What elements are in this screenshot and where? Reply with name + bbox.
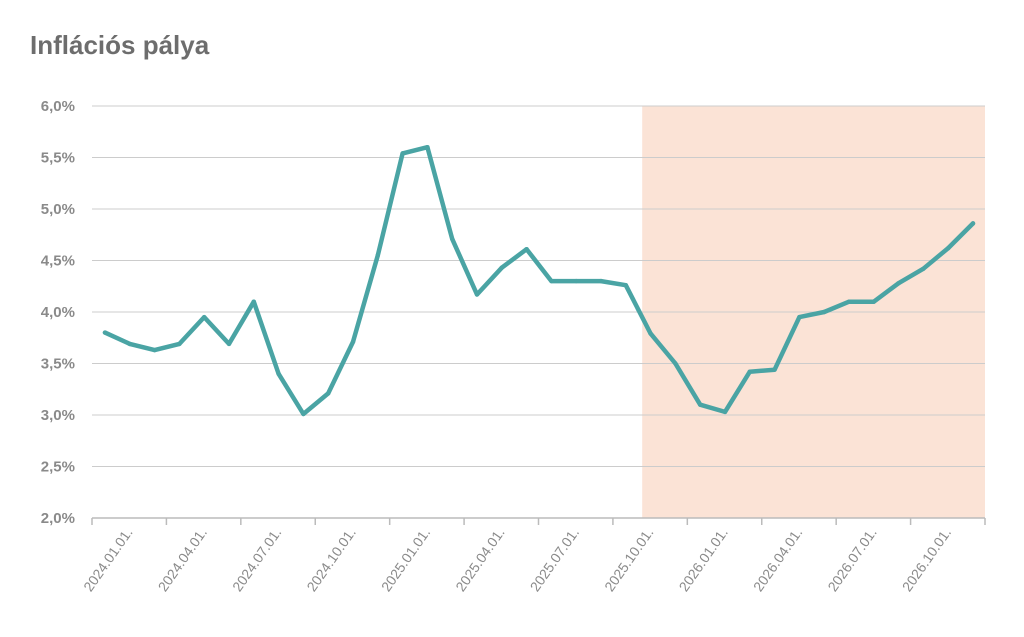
y-tick-label: 3,0%: [41, 407, 75, 424]
x-tick-label: 2026.10.01.: [899, 525, 955, 595]
data-point: [722, 409, 728, 415]
data-point: [673, 361, 678, 366]
x-tick-label: 2024.04.01.: [155, 525, 211, 595]
data-point: [698, 402, 703, 407]
x-tick-label: 2024.01.01.: [80, 525, 136, 595]
data-point: [326, 391, 331, 396]
y-tick-label: 6,0%: [41, 98, 75, 115]
x-tick-label: 2025.04.01.: [452, 525, 508, 595]
y-tick-label: 4,0%: [41, 304, 75, 321]
data-point: [549, 278, 554, 284]
data-point: [921, 266, 926, 271]
data-point: [202, 314, 207, 320]
data-point: [970, 221, 976, 226]
data-point: [450, 236, 455, 242]
data-point: [896, 280, 901, 286]
y-tick-label: 3,5%: [41, 356, 75, 373]
data-point: [574, 278, 579, 284]
data-point: [772, 367, 777, 372]
data-point: [127, 341, 132, 347]
data-point: [871, 299, 876, 304]
data-point: [276, 371, 281, 376]
series-line-1: [102, 144, 976, 417]
x-tick-label: 2026.04.01.: [750, 525, 806, 595]
chart-title: Inflációs pálya: [30, 30, 210, 60]
data-point: [350, 339, 356, 345]
data-point: [598, 278, 604, 284]
data-point: [524, 246, 529, 252]
data-point: [747, 369, 752, 374]
x-tick-label: 2024.10.01.: [303, 525, 359, 595]
data-point: [946, 245, 951, 251]
data-point: [623, 283, 628, 288]
y-tick-label: 5,5%: [41, 150, 75, 167]
data-point: [226, 341, 232, 347]
data-point: [499, 265, 504, 270]
x-tick-label: 2024.07.01.: [229, 525, 285, 595]
x-tick-label: 2025.07.01.: [527, 525, 583, 595]
y-tick-label: 5,0%: [41, 201, 75, 218]
x-tick-label: 2026.01.01.: [675, 525, 731, 595]
data-point: [301, 411, 306, 417]
data-point: [797, 314, 802, 320]
y-tick-label: 4,5%: [41, 253, 75, 270]
data-point: [822, 309, 827, 315]
data-point: [102, 330, 108, 335]
y-tick-label: 2,5%: [41, 459, 75, 476]
x-tick-label: 2026.07.01.: [824, 525, 880, 595]
x-tick-label: 2025.01.01.: [378, 525, 434, 595]
data-point: [474, 292, 480, 297]
data-point: [425, 145, 430, 150]
data-point: [648, 331, 653, 336]
data-point: [375, 253, 380, 258]
data-point: [251, 299, 256, 304]
data-point: [400, 151, 405, 156]
data-point: [846, 299, 852, 304]
y-tick-label: 2,0%: [41, 510, 75, 527]
data-point: [152, 347, 157, 353]
x-tick-label: 2025.10.01.: [601, 525, 657, 595]
data-point: [177, 341, 182, 347]
